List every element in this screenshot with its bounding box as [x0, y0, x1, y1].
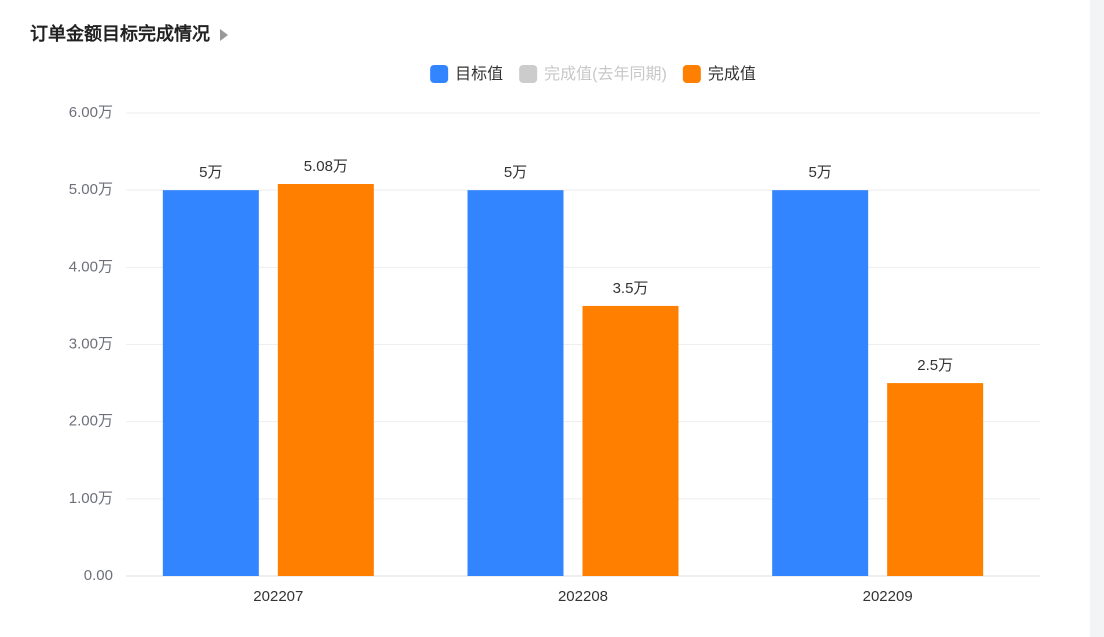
bar[interactable]: [277, 183, 374, 576]
data-label: 5.08万: [304, 158, 348, 175]
x-tick-label: 202209: [863, 588, 913, 605]
bar[interactable]: [162, 190, 259, 576]
y-tick-label: 5.00万: [69, 181, 113, 198]
legend-swatch[interactable]: [519, 65, 538, 83]
legend-label[interactable]: 目标值: [455, 65, 503, 83]
data-label: 2.5万: [917, 357, 953, 374]
bar[interactable]: [772, 190, 869, 576]
data-label: 5万: [504, 164, 527, 181]
legend-swatch[interactable]: [682, 65, 701, 83]
data-label: 5万: [808, 164, 831, 181]
scrollbar-track: [1090, 0, 1104, 637]
x-tick-label: 202208: [558, 588, 608, 605]
legend-swatch[interactable]: [430, 65, 449, 83]
y-tick-label: 0.00: [84, 567, 113, 584]
y-tick-label: 2.00万: [69, 413, 113, 430]
legend-label[interactable]: 完成值(去年同期): [544, 65, 667, 83]
x-tick-label: 202207: [253, 588, 303, 605]
bar[interactable]: [887, 383, 984, 576]
legend-label[interactable]: 完成值: [708, 65, 756, 83]
y-tick-label: 6.00万: [69, 104, 113, 121]
data-label: 3.5万: [613, 280, 649, 297]
bar[interactable]: [467, 190, 564, 576]
bar[interactable]: [582, 305, 679, 576]
expand-icon[interactable]: [220, 29, 228, 41]
chart-title: 订单金额目标完成情况: [30, 23, 210, 44]
y-tick-label: 4.00万: [69, 258, 113, 275]
y-tick-label: 1.00万: [69, 490, 113, 507]
data-label: 5万: [199, 164, 222, 181]
y-tick-label: 3.00万: [69, 335, 113, 352]
